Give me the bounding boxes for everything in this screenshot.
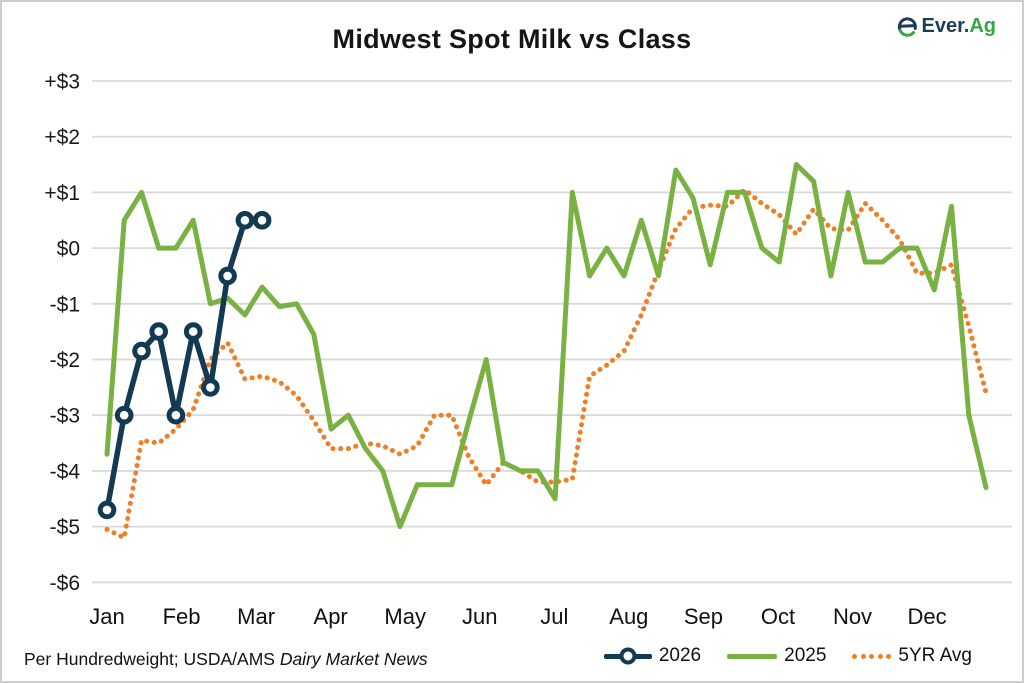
y-tick-label: +$2	[44, 126, 80, 149]
legend-swatch-2026-line-marker-icon	[603, 647, 652, 665]
x-tick-label: Feb	[163, 604, 201, 629]
y-tick-label: -$3	[50, 405, 80, 428]
x-tick-label: Aug	[609, 604, 648, 629]
source-note-publication: Dairy Market News	[279, 649, 428, 669]
y-tick-label: +$3	[44, 71, 80, 94]
legend: 2026 2025 5YR Avg	[603, 645, 972, 667]
gridlines	[92, 80, 1012, 584]
legend-swatch-5yr-dots-icon	[852, 653, 892, 659]
legend-label-5yr-avg: 5YR Avg	[898, 645, 972, 666]
legend-swatch-2025-line-icon	[727, 653, 778, 659]
logo-text-ag: Ag	[969, 15, 996, 37]
source-note: Per Hundredweight; USDA/AMS Dairy Market…	[24, 649, 428, 670]
legend-item-2026: 2026	[603, 645, 702, 667]
x-axis-labels: Jan Feb Mar Apr May Jun Jul Aug Sep Oct Nov Dec	[89, 604, 946, 629]
x-tick-label: Apr	[314, 604, 348, 629]
x-tick-label: Jan	[89, 604, 124, 629]
data-point-marker-2026	[166, 405, 186, 425]
x-tick-label: Mar	[237, 604, 275, 629]
y-axis-labels: +$3 +$2 +$1 $0 -$1 -$2 -$3 -$4 -$5 -$6	[44, 71, 80, 595]
legend-item-2025: 2025	[727, 645, 826, 667]
data-point-marker-2026	[218, 266, 237, 286]
data-point-marker-2026	[183, 322, 203, 341]
series-2025	[104, 162, 989, 530]
chart-title: Midwest Spot Milk vs Class	[332, 24, 692, 54]
logo-text-ever: Ever.	[921, 15, 970, 37]
y-tick-label: -$1	[50, 293, 80, 316]
x-tick-label: Dec	[907, 604, 946, 629]
data-point-marker-2026	[132, 341, 151, 361]
data-point-marker-2026	[97, 500, 117, 520]
series-2026	[97, 211, 272, 520]
data-point-marker-2026	[149, 322, 168, 341]
x-tick-label: Jul	[540, 604, 568, 629]
x-tick-label: Oct	[761, 604, 795, 629]
data-point-marker-2026	[235, 211, 255, 230]
x-tick-label: Jun	[462, 604, 497, 629]
data-point-marker-2026	[114, 405, 134, 425]
everag-logo: Ever.Ag	[897, 15, 996, 38]
source-note-text: Per Hundredweight; USDA/AMS	[24, 649, 280, 669]
y-tick-label: -$4	[50, 460, 81, 483]
x-tick-label: May	[384, 604, 426, 629]
legend-item-5yr-avg: 5YR Avg	[852, 645, 972, 667]
y-tick-label: -$6	[50, 572, 80, 595]
data-point-marker-2026	[252, 211, 272, 230]
legend-label-2026: 2026	[658, 645, 702, 666]
legend-label-2025: 2025	[784, 645, 827, 666]
everag-logo-icon	[897, 17, 917, 37]
y-tick-label: +$1	[44, 182, 80, 205]
x-tick-label: Sep	[684, 604, 723, 629]
x-tick-label: Nov	[833, 604, 872, 629]
y-tick-label: -$5	[50, 516, 80, 539]
data-point-marker-2026	[201, 378, 220, 397]
y-tick-label: -$2	[50, 349, 80, 372]
y-tick-label: $0	[57, 238, 80, 261]
